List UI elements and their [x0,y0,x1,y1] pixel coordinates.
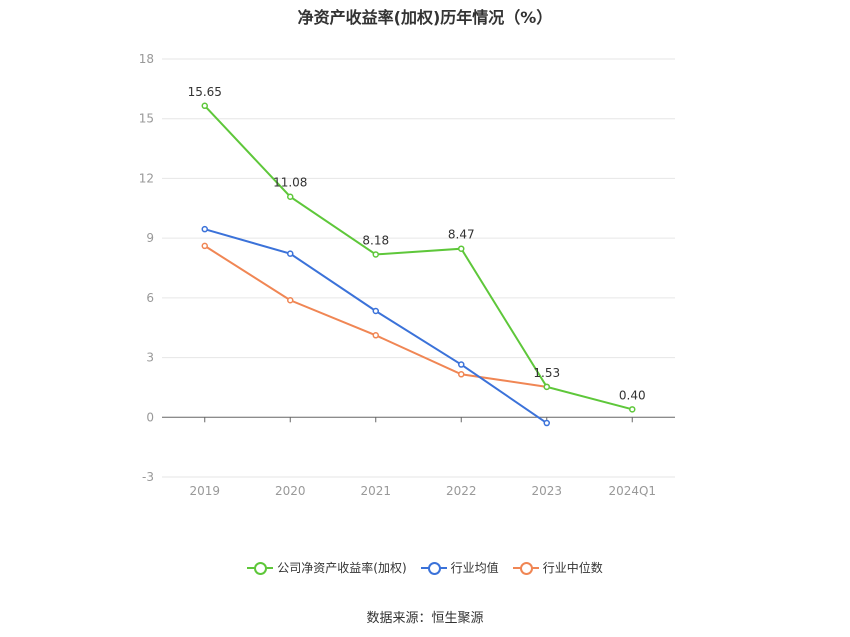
data-label: 8.47 [448,228,475,242]
data-point [543,419,550,427]
y-tick-label: 3 [146,351,154,365]
data-label: 15.65 [188,85,222,99]
data-point [458,361,465,368]
data-label: 0.40 [619,388,646,402]
x-tick-label: 2024Q1 [608,484,656,498]
data-point [458,371,465,378]
data-point [287,193,294,200]
data-point [543,383,550,391]
y-tick-label: 18 [139,52,154,66]
y-tick-label: 9 [146,231,154,245]
legend-label: 行业中位数 [542,561,603,575]
y-tick-label: 12 [139,171,154,185]
data-point [201,225,208,233]
legend-marker-icon [420,561,447,575]
x-tick-label: 2019 [189,484,220,498]
y-tick-label: 6 [146,291,154,305]
legend-marker-icon [512,561,539,575]
x-tick-label: 2023 [531,484,562,498]
data-point [372,251,379,258]
data-label: 1.53 [533,366,560,380]
legend-marker-icon [247,561,274,575]
legend: 公司净资产收益率(加权) 行业均值 行业中位数 [0,559,850,576]
y-tick-label: -3 [142,470,154,484]
data-point [287,296,294,304]
data-label: 8.18 [362,233,389,247]
series-line [204,228,548,424]
chart-title: 净资产收益率(加权)历年情况（%） [297,8,553,27]
data-point [458,245,465,252]
data-point [629,406,636,413]
data-point [287,250,294,257]
data-point [201,242,208,250]
data-point [201,102,208,110]
legend-label: 公司净资产收益率(加权) [277,561,407,575]
x-tick-label: 2022 [446,484,477,498]
x-tick-label: 2021 [360,484,391,498]
y-tick-label: 15 [139,112,154,126]
legend-item[interactable]: 公司净资产收益率(加权) [247,559,407,576]
series-line [204,105,633,411]
data-source: 数据来源：恒生聚源 [366,611,484,626]
data-point [372,332,379,339]
legend-item[interactable]: 行业中位数 [512,559,603,576]
x-tick-label: 2020 [275,484,306,498]
legend-item[interactable]: 行业均值 [420,559,499,576]
series-line [204,245,547,388]
y-tick-label: 0 [146,410,154,424]
legend-label: 行业均值 [450,561,499,575]
data-label: 11.08 [273,176,307,190]
data-point [372,307,379,315]
